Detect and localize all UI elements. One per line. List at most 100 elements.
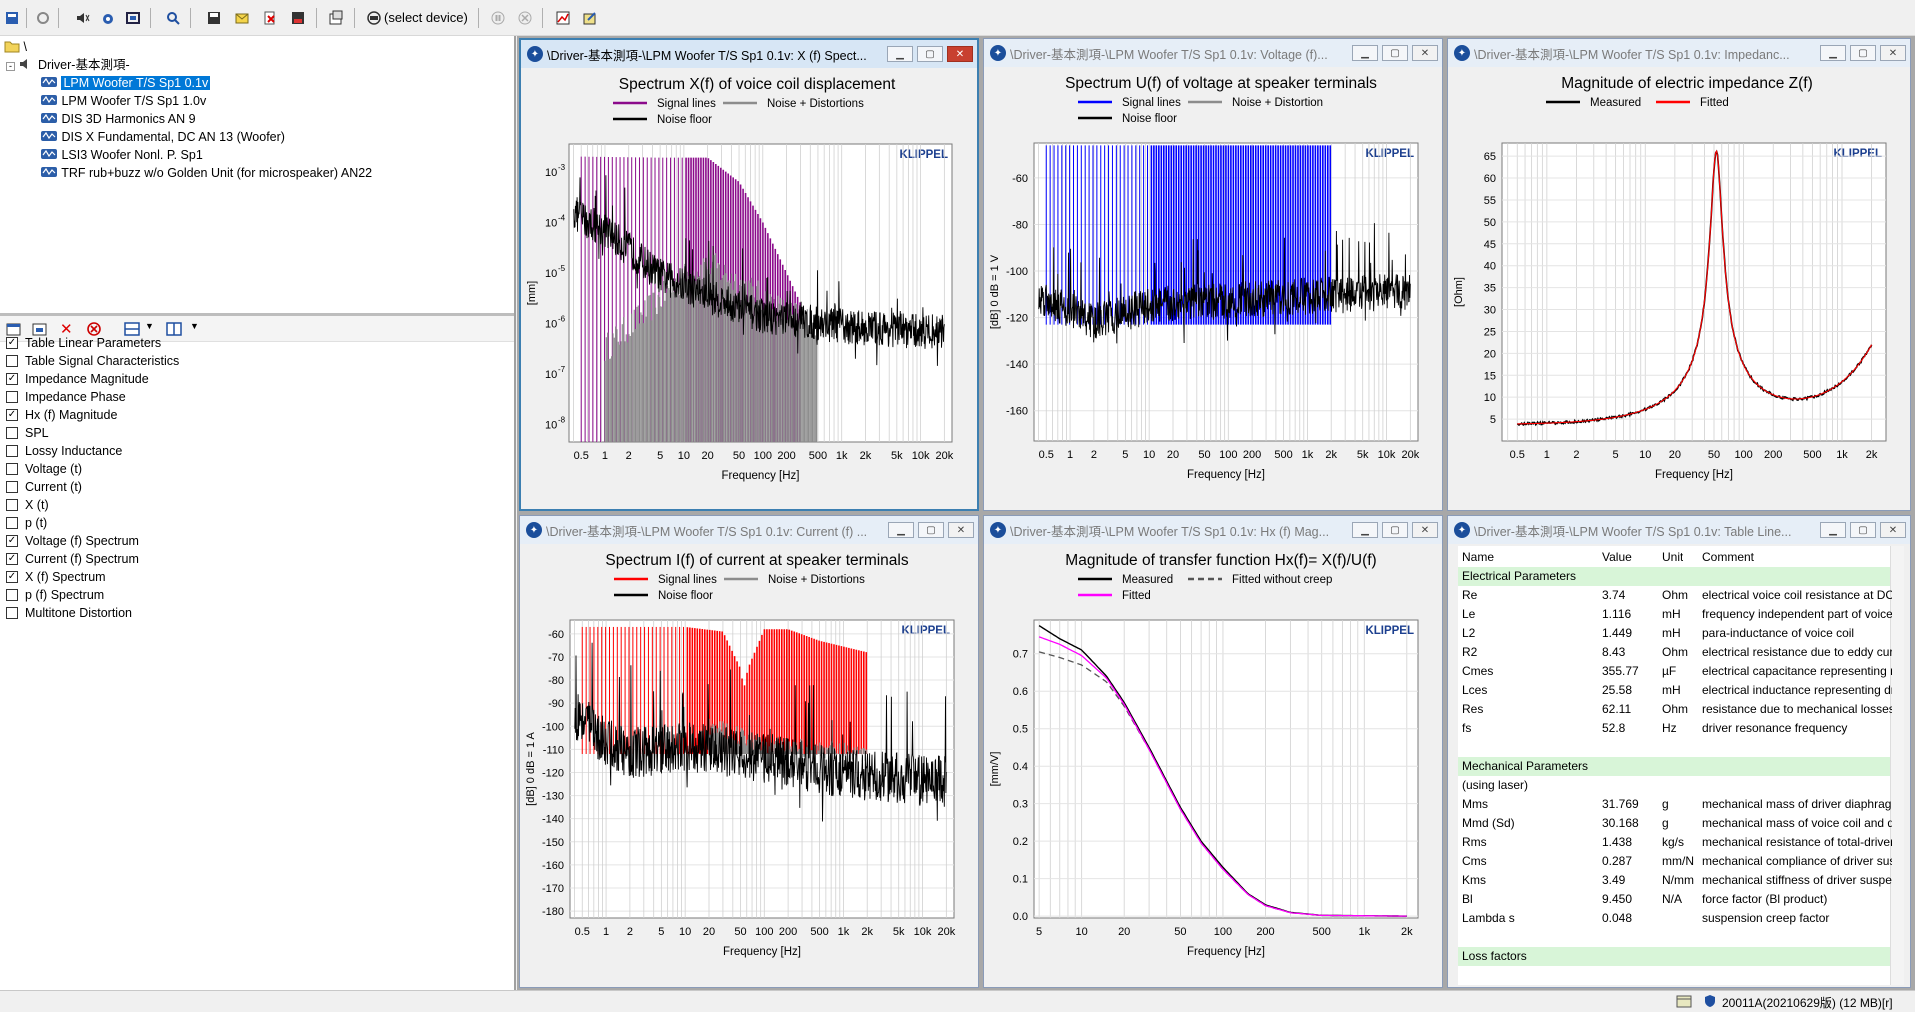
result-checkbox-row[interactable]: Multitone Distortion (6, 604, 132, 622)
select-device-label[interactable]: (select device) (384, 10, 468, 25)
settings-icon[interactable] (98, 8, 118, 28)
result-checkbox-row[interactable]: ✓ Impedance Magnitude (6, 370, 149, 388)
checkbox-unchecked[interactable] (6, 607, 18, 619)
result-checkbox-row[interactable]: Voltage (t) (6, 460, 82, 478)
window-impedance[interactable]: ✦ \Driver-基本測項-\LPM Woofer T/S Sp1 0.1v:… (1447, 38, 1911, 511)
checkbox-checked[interactable]: ✓ (6, 337, 18, 349)
checkbox-unchecked[interactable] (6, 355, 18, 367)
tree-driver[interactable]: - Driver-基本測項- (6, 56, 130, 74)
db-icon[interactable] (2, 8, 22, 28)
close-icon[interactable]: ✕ (1412, 522, 1438, 538)
properties-icon[interactable] (326, 8, 346, 28)
table-scrollbar[interactable] (1890, 546, 1904, 985)
column-header[interactable]: Unit (1662, 550, 1684, 564)
window-voltage-spectrum[interactable]: ✦ \Driver-基本測項-\LPM Woofer T/S Sp1 0.1v:… (983, 38, 1443, 511)
tree-item[interactable]: LPM Woofer T/S Sp1 0.1v (40, 74, 211, 92)
close-icon[interactable]: ✕ (60, 321, 73, 338)
window-titlebar[interactable]: ✦ \Driver-基本測項-\LPM Woofer T/S Sp1 0.1v:… (521, 40, 977, 68)
maximize-icon[interactable]: ▢ (1382, 45, 1408, 61)
result-checkbox-row[interactable]: X (t) (6, 496, 49, 514)
open-window-icon[interactable] (6, 321, 22, 340)
minimize-icon[interactable]: ▁ (1820, 45, 1846, 61)
window-list-icon[interactable] (32, 321, 48, 340)
window-titlebar[interactable]: ✦ \Driver-基本測項-\LPM Woofer T/S Sp1 0.1v:… (1448, 39, 1910, 67)
speaker-icon[interactable] (73, 8, 93, 28)
refresh-icon[interactable] (33, 8, 53, 28)
checkbox-unchecked[interactable] (6, 589, 18, 601)
stop-icon[interactable] (515, 8, 535, 28)
checkbox-unchecked[interactable] (6, 517, 18, 529)
minimize-icon[interactable]: ▁ (888, 522, 914, 538)
result-checkbox-row[interactable]: Impedance Phase (6, 388, 126, 406)
panel-splitter[interactable] (0, 313, 514, 316)
collapse-icon[interactable]: - (6, 62, 15, 71)
layout-icon[interactable] (124, 321, 140, 340)
checkbox-checked[interactable]: ✓ (6, 409, 18, 421)
edit-chart-icon[interactable] (580, 8, 600, 28)
checkbox-unchecked[interactable] (6, 427, 18, 439)
window-current-spectrum[interactable]: ✦ \Driver-基本測項-\LPM Woofer T/S Sp1 0.1v:… (519, 515, 979, 988)
result-checkbox-row[interactable]: Lossy Inductance (6, 442, 122, 460)
close-icon[interactable]: ✕ (1880, 45, 1906, 61)
checkbox-unchecked[interactable] (6, 391, 18, 403)
window-linear-parameters[interactable]: ✦ \Driver-基本測項-\LPM Woofer T/S Sp1 0.1v:… (1447, 515, 1911, 988)
result-checkbox-row[interactable]: ✓ Current (f) Spectrum (6, 550, 139, 568)
chart-icon[interactable] (553, 8, 573, 28)
maximize-icon[interactable]: ▢ (1850, 45, 1876, 61)
tree-item[interactable]: LSI3 Woofer Nonl. P. Sp1 (40, 146, 203, 164)
checkbox-checked[interactable]: ✓ (6, 571, 18, 583)
checkbox-unchecked[interactable] (6, 445, 18, 457)
checkbox-unchecked[interactable] (6, 499, 18, 511)
tree-root[interactable]: \ (4, 38, 27, 56)
close-icon[interactable]: ✕ (948, 522, 974, 538)
maximize-icon[interactable]: ▢ (917, 46, 943, 62)
window-titlebar[interactable]: ✦ \Driver-基本測項-\LPM Woofer T/S Sp1 0.1v:… (1448, 516, 1910, 544)
checkbox-checked[interactable]: ✓ (6, 553, 18, 565)
result-checkbox-row[interactable]: ✓ Table Linear Parameters (6, 334, 161, 352)
maximize-icon[interactable]: ▢ (918, 522, 944, 538)
save-as-icon[interactable] (288, 8, 308, 28)
result-checkbox-row[interactable]: ✓ Voltage (f) Spectrum (6, 532, 139, 550)
close-icon[interactable]: ✕ (1412, 45, 1438, 61)
tree-item[interactable]: TRF rub+buzz w/o Golden Unit (for micros… (40, 164, 372, 182)
pause-icon[interactable] (488, 8, 508, 28)
tile-icon[interactable] (166, 321, 182, 340)
result-checkbox-row[interactable]: Table Signal Characteristics (6, 352, 179, 370)
mail-icon[interactable] (232, 8, 252, 28)
close-icon[interactable]: ✕ (947, 46, 973, 62)
column-header[interactable]: Value (1602, 550, 1632, 564)
window-titlebar[interactable]: ✦ \Driver-基本測項-\LPM Woofer T/S Sp1 0.1v:… (984, 39, 1442, 67)
checkbox-checked[interactable]: ✓ (6, 373, 18, 385)
save-icon[interactable] (204, 8, 224, 28)
close-icon[interactable]: ✕ (1880, 522, 1906, 538)
window-titlebar[interactable]: ✦ \Driver-基本測項-\LPM Woofer T/S Sp1 0.1v:… (984, 516, 1442, 544)
column-header[interactable]: Comment (1702, 550, 1755, 564)
delete-doc-icon[interactable] (260, 8, 280, 28)
result-checkbox-row[interactable]: ✓ X (f) Spectrum (6, 568, 106, 586)
devices-icon[interactable] (123, 8, 143, 28)
maximize-icon[interactable]: ▢ (1382, 522, 1408, 538)
result-checkbox-row[interactable]: SPL (6, 424, 49, 442)
window-x-spectrum[interactable]: ✦ \Driver-基本測項-\LPM Woofer T/S Sp1 0.1v:… (519, 38, 979, 511)
result-checkbox-row[interactable]: Current (t) (6, 478, 82, 496)
search-icon[interactable] (163, 8, 183, 28)
close-all-icon[interactable] (86, 321, 102, 340)
column-header[interactable]: Name (1462, 550, 1495, 564)
device-icon[interactable] (364, 8, 384, 28)
tree-item[interactable]: LPM Woofer T/S Sp1 1.0v (40, 92, 206, 110)
minimize-icon[interactable]: ▁ (1820, 522, 1846, 538)
maximize-icon[interactable]: ▢ (1850, 522, 1876, 538)
chevron-down-icon[interactable]: ▼ (145, 321, 154, 331)
minimize-icon[interactable]: ▁ (1352, 522, 1378, 538)
chevron-down-icon[interactable]: ▼ (190, 321, 199, 331)
window-transfer-function[interactable]: ✦ \Driver-基本測項-\LPM Woofer T/S Sp1 0.1v:… (983, 515, 1443, 988)
result-checkbox-row[interactable]: p (f) Spectrum (6, 586, 104, 604)
result-checkbox-row[interactable]: p (t) (6, 514, 47, 532)
minimize-icon[interactable]: ▁ (1352, 45, 1378, 61)
checkbox-unchecked[interactable] (6, 463, 18, 475)
minimize-icon[interactable]: ▁ (887, 46, 913, 62)
window-titlebar[interactable]: ✦ \Driver-基本測項-\LPM Woofer T/S Sp1 0.1v:… (520, 516, 978, 544)
tree-item[interactable]: DIS 3D Harmonics AN 9 (40, 110, 196, 128)
result-checkbox-row[interactable]: ✓ Hx (f) Magnitude (6, 406, 117, 424)
tree-item[interactable]: DIS X Fundamental, DC AN 13 (Woofer) (40, 128, 285, 146)
